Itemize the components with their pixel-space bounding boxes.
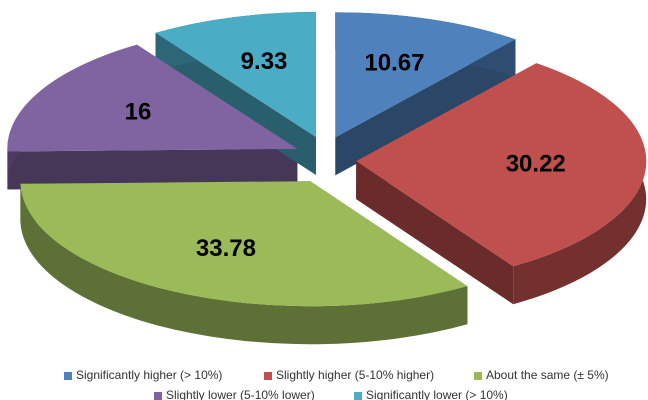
data-label: 16 [125, 98, 152, 125]
legend-swatch [264, 372, 272, 380]
legend-swatch [154, 392, 162, 400]
data-label: 10.67 [364, 49, 424, 76]
legend-swatch [64, 372, 72, 380]
legend-swatch [474, 372, 482, 380]
slice [335, 12, 516, 138]
slice [20, 181, 468, 307]
labels: 10.67 30.22 33.78 16 9.33 [125, 48, 566, 262]
slice-side [356, 161, 514, 305]
legend-label: Slightly higher (5-10% higher) [276, 368, 434, 382]
slice [155, 12, 316, 138]
slice-side [20, 183, 468, 345]
legend-label: About the same (± 5%) [486, 368, 609, 382]
legend-label: Significantly higher (> 10%) [76, 368, 222, 382]
slice-side [335, 39, 516, 176]
slice [356, 63, 647, 267]
data-label: 30.22 [506, 150, 566, 177]
legend-label: Significantly lower (> 10%) [366, 388, 508, 400]
slice [7, 44, 298, 152]
legend-swatch [354, 392, 362, 400]
data-label: 9.33 [241, 48, 288, 75]
tops [7, 12, 647, 307]
data-label: 33.78 [196, 235, 256, 262]
legend-label: Slightly lower (5-10% lower) [166, 388, 315, 400]
slice-side [7, 148, 298, 190]
